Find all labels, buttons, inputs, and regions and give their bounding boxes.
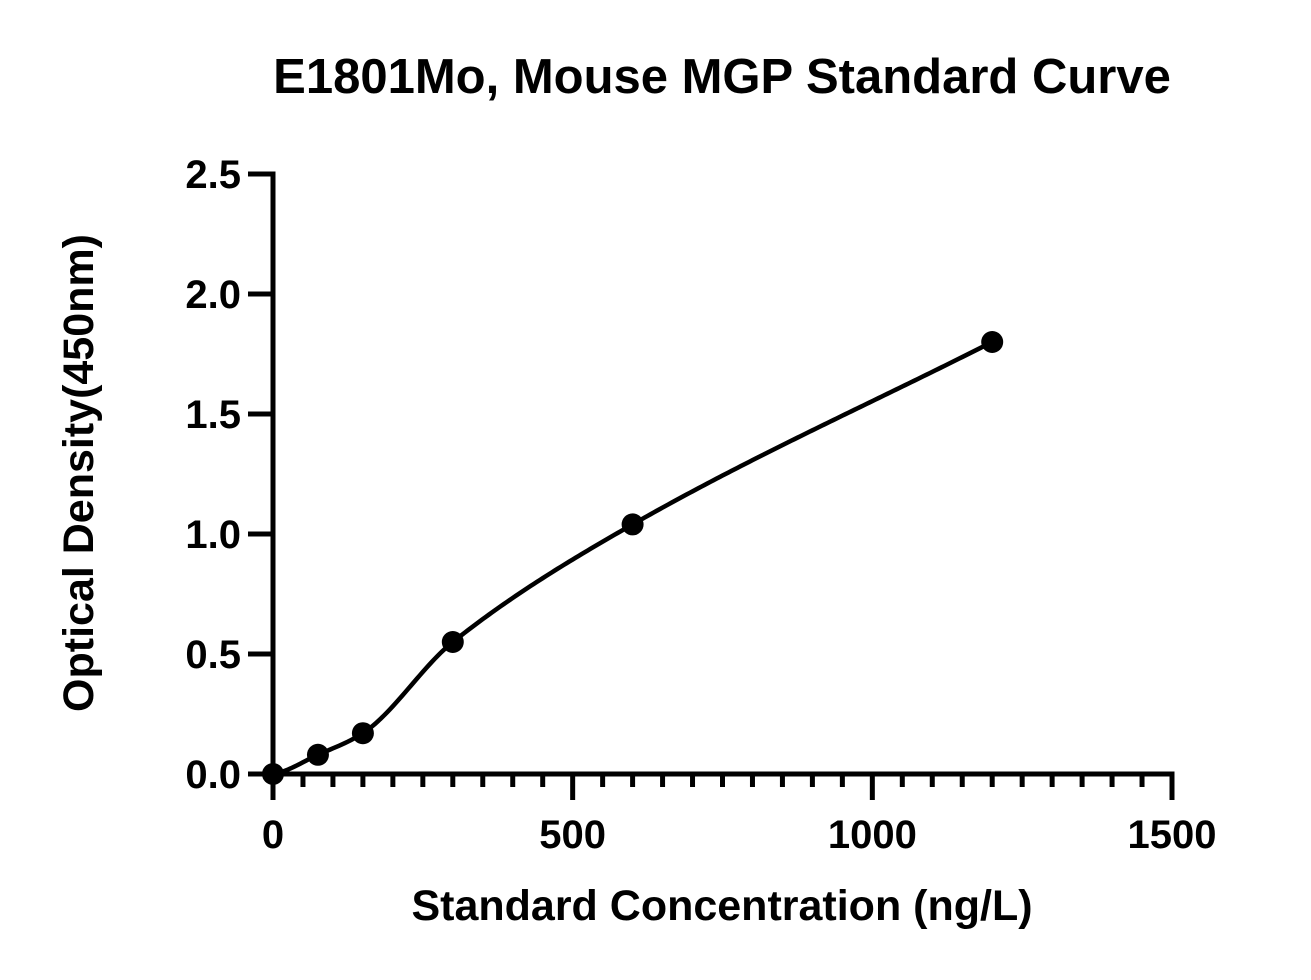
data-points-layer xyxy=(262,331,1004,785)
y-tick-label: 0.0 xyxy=(185,753,241,797)
x-tick-label: 1500 xyxy=(1128,813,1217,857)
y-tick-label: 1.0 xyxy=(185,513,241,557)
chart-title: E1801Mo, Mouse MGP Standard Curve xyxy=(273,50,1171,104)
data-point xyxy=(262,763,284,785)
data-point xyxy=(306,743,329,766)
data-point xyxy=(351,722,374,745)
axes: 0.0 0.5 1.0 1.5 2.0 2.5 0 500 1000 1500 xyxy=(185,153,1216,857)
data-point xyxy=(621,513,644,536)
y-axis-label: Optical Density(450nm) xyxy=(55,234,103,712)
x-tick-label: 1000 xyxy=(828,813,917,857)
y-tick-label: 2.5 xyxy=(185,153,241,197)
y-tick-label: 1.5 xyxy=(185,393,241,437)
x-tick-label: 500 xyxy=(539,813,606,857)
x-tick-label: 0 xyxy=(262,813,284,857)
y-tick-label: 2.0 xyxy=(185,273,241,317)
y-tick-label: 0.5 xyxy=(185,633,241,677)
x-axis-label: Standard Concentration (ng/L) xyxy=(411,882,1032,930)
fit-curve xyxy=(272,339,994,777)
fit-curve-layer xyxy=(272,339,994,777)
data-point xyxy=(981,331,1004,353)
data-point xyxy=(441,631,464,653)
